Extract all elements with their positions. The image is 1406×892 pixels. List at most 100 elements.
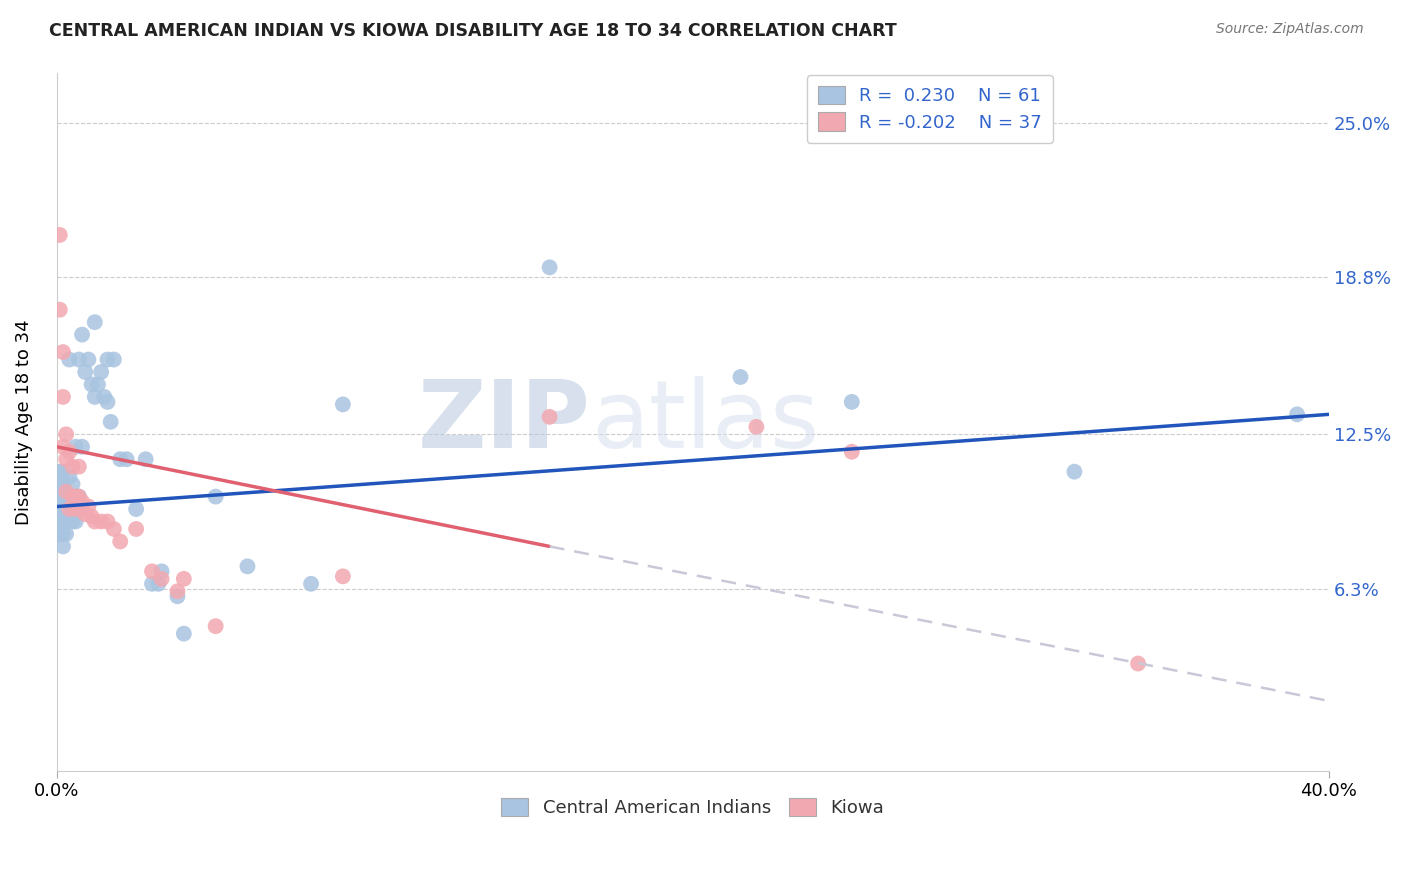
Point — [115, 452, 138, 467]
Point — [49, 465, 72, 479]
Point — [65, 502, 87, 516]
Point — [52, 527, 75, 541]
Point — [150, 572, 173, 586]
Point — [67, 490, 90, 504]
Point — [83, 390, 105, 404]
Text: atlas: atlas — [591, 376, 820, 467]
Point — [52, 345, 75, 359]
Point — [236, 559, 259, 574]
Point — [83, 515, 105, 529]
Point — [62, 515, 84, 529]
Point — [65, 490, 87, 504]
Point — [110, 452, 132, 467]
Point — [299, 576, 322, 591]
Point — [67, 459, 90, 474]
Point — [90, 515, 112, 529]
Point — [52, 540, 75, 554]
Point — [75, 507, 97, 521]
Point — [745, 419, 768, 434]
Point — [841, 395, 863, 409]
Point — [49, 302, 72, 317]
Point — [65, 490, 87, 504]
Point — [58, 444, 80, 458]
Point — [55, 502, 77, 516]
Point — [67, 490, 90, 504]
Point — [49, 515, 72, 529]
Point — [110, 534, 132, 549]
Point — [538, 409, 561, 424]
Point — [58, 490, 80, 504]
Text: Source: ZipAtlas.com: Source: ZipAtlas.com — [1216, 22, 1364, 37]
Point — [125, 522, 148, 536]
Y-axis label: Disability Age 18 to 34: Disability Age 18 to 34 — [15, 319, 32, 524]
Point — [52, 390, 75, 404]
Point — [173, 572, 195, 586]
Point — [141, 565, 163, 579]
Point — [730, 370, 752, 384]
Point — [148, 576, 170, 591]
Point — [55, 490, 77, 504]
Point — [1126, 657, 1149, 671]
Point — [58, 352, 80, 367]
Point — [65, 515, 87, 529]
Point — [77, 500, 100, 514]
Point — [52, 465, 75, 479]
Point — [103, 522, 125, 536]
Point — [75, 365, 97, 379]
Point — [83, 315, 105, 329]
Point — [135, 452, 157, 467]
Point — [49, 527, 72, 541]
Point — [62, 459, 84, 474]
Legend: Central American Indians, Kiowa: Central American Indians, Kiowa — [494, 790, 891, 824]
Point — [52, 502, 75, 516]
Point — [80, 377, 103, 392]
Point — [70, 502, 93, 516]
Point — [1063, 465, 1085, 479]
Point — [96, 395, 118, 409]
Point — [77, 352, 100, 367]
Point — [49, 490, 72, 504]
Point — [52, 440, 75, 454]
Point — [100, 415, 122, 429]
Point — [62, 490, 84, 504]
Point — [166, 589, 188, 603]
Point — [52, 490, 75, 504]
Point — [55, 427, 77, 442]
Point — [538, 260, 561, 275]
Point — [96, 352, 118, 367]
Point — [58, 469, 80, 483]
Point — [52, 515, 75, 529]
Point — [55, 527, 77, 541]
Point — [80, 509, 103, 524]
Point — [49, 502, 72, 516]
Point — [150, 565, 173, 579]
Point — [70, 440, 93, 454]
Point — [93, 390, 115, 404]
Point — [204, 490, 226, 504]
Point — [62, 477, 84, 491]
Point — [96, 515, 118, 529]
Point — [67, 352, 90, 367]
Point — [62, 490, 84, 504]
Point — [70, 327, 93, 342]
Point — [841, 444, 863, 458]
Point — [332, 569, 354, 583]
Point — [58, 502, 80, 516]
Point — [125, 502, 148, 516]
Point — [49, 227, 72, 242]
Point — [1286, 408, 1309, 422]
Point — [90, 365, 112, 379]
Point — [332, 397, 354, 411]
Point — [103, 352, 125, 367]
Point — [55, 515, 77, 529]
Point — [204, 619, 226, 633]
Text: CENTRAL AMERICAN INDIAN VS KIOWA DISABILITY AGE 18 TO 34 CORRELATION CHART: CENTRAL AMERICAN INDIAN VS KIOWA DISABIL… — [49, 22, 897, 40]
Text: ZIP: ZIP — [418, 376, 591, 467]
Point — [58, 502, 80, 516]
Point — [49, 477, 72, 491]
Point — [87, 377, 110, 392]
Point — [166, 584, 188, 599]
Point — [55, 484, 77, 499]
Point — [173, 626, 195, 640]
Point — [52, 477, 75, 491]
